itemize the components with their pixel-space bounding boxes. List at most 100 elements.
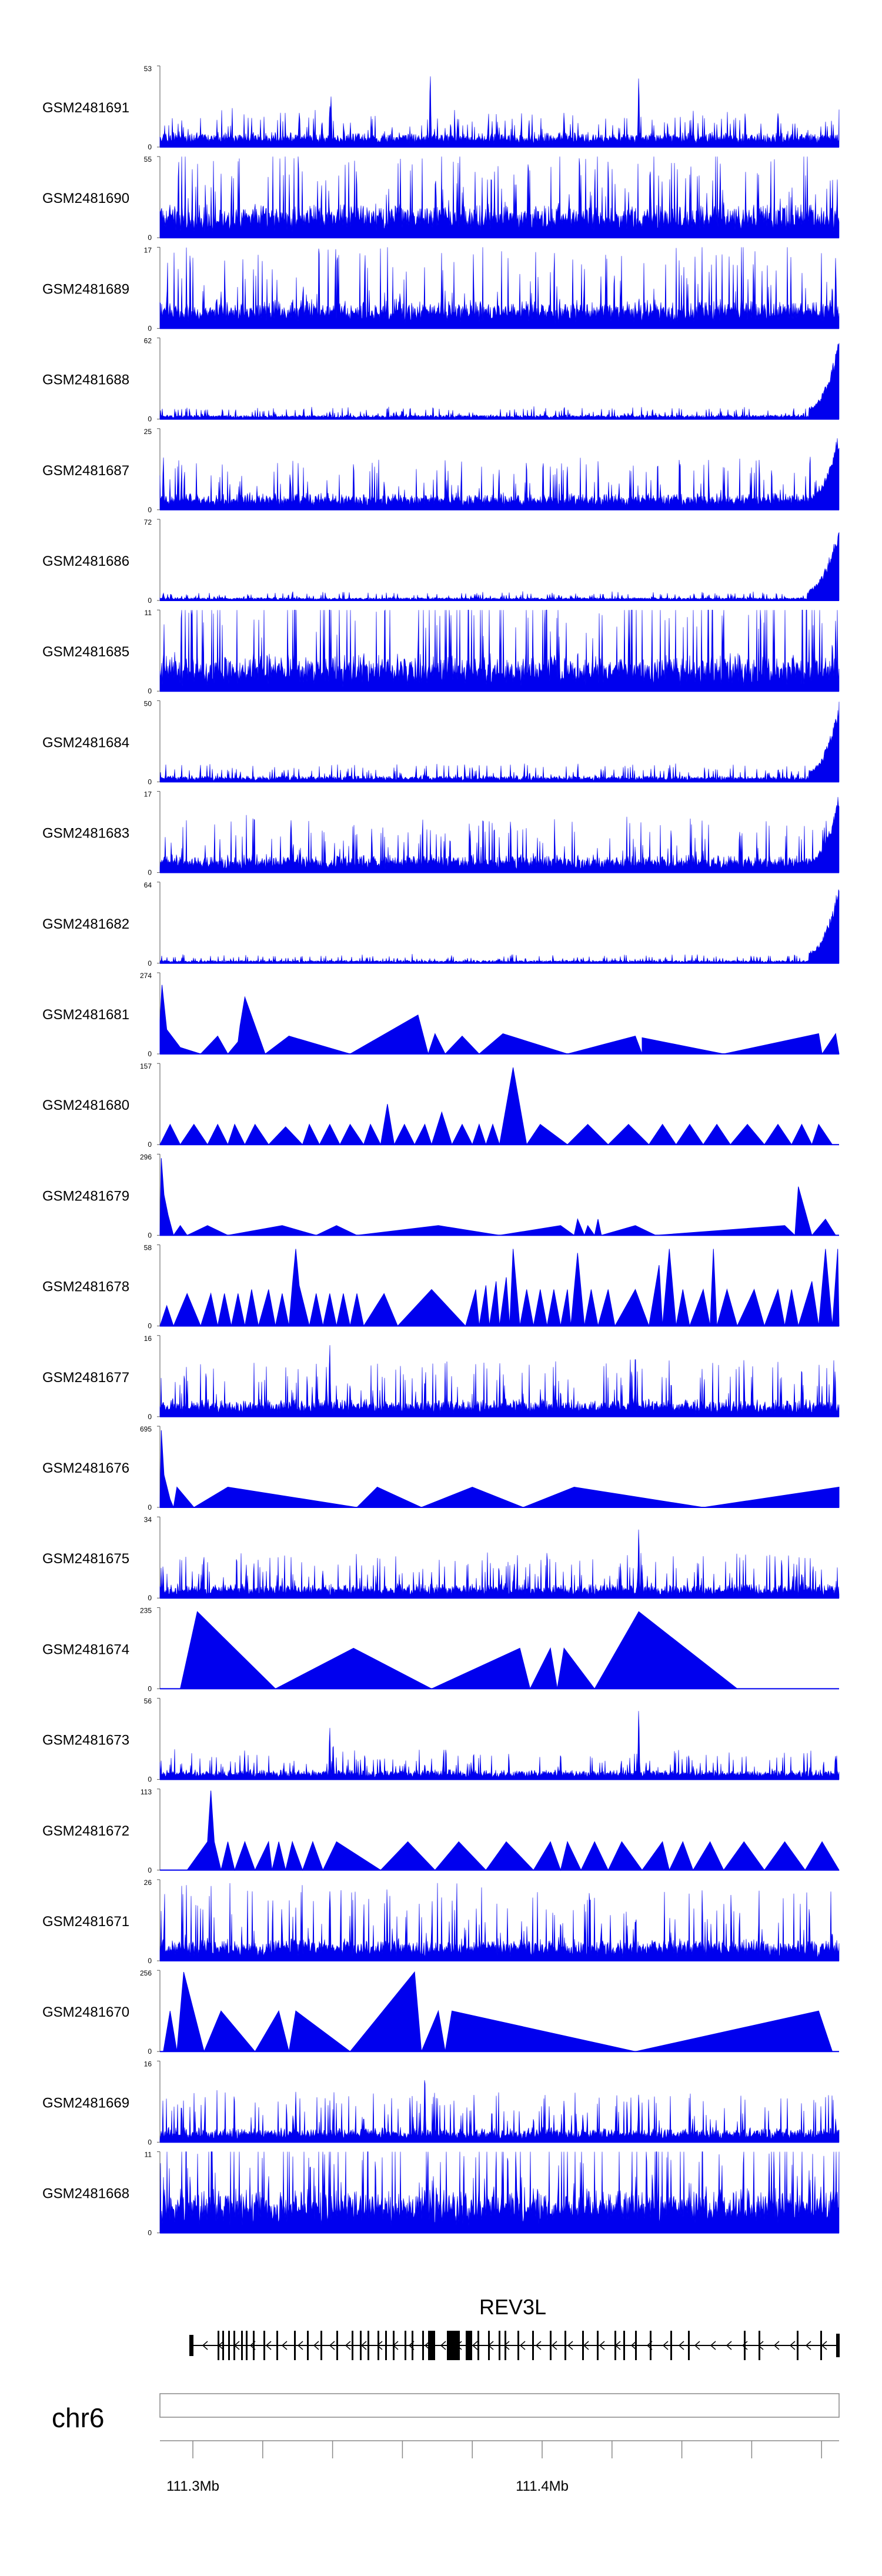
strand-arrow [678, 2341, 684, 2350]
y-min-label: 0 [148, 687, 152, 695]
signal-area [159, 76, 840, 148]
track-gsm2481675: GSM2481675 34 0 [42, 1516, 840, 1602]
exon [222, 2331, 224, 2360]
track-gsm2481677: GSM2481677 16 0 [42, 1334, 840, 1421]
track-label: GSM2481672 [42, 1823, 129, 1839]
strand-arrow [519, 2341, 526, 2350]
tick-label-111.4Mb: 111.4Mb [516, 2478, 569, 2494]
y-min-label: 0 [148, 1050, 152, 1058]
signal-area [159, 1067, 833, 1146]
strand-arrow [424, 2341, 430, 2350]
strand-arrow [408, 2341, 415, 2350]
signal-area [159, 156, 840, 238]
y-max-label: 296 [140, 1153, 152, 1161]
signal-area [159, 1883, 840, 1961]
exon [307, 2331, 309, 2360]
strand-arrow [630, 2341, 637, 2350]
y-min-label: 0 [148, 1957, 152, 1965]
gene-name-label: REV3L [479, 2295, 546, 2319]
track-gsm2481689: GSM2481689 17 0 [42, 246, 840, 332]
y-min-label: 0 [148, 1413, 152, 1421]
y-min-label: 0 [148, 1866, 152, 1874]
exon [582, 2331, 584, 2360]
track-label: GSM2481687 [42, 463, 129, 479]
strand-arrow [821, 2341, 827, 2350]
strand-arrow [710, 2341, 716, 2350]
y-min-label: 0 [148, 143, 152, 151]
strand-arrow [313, 2341, 319, 2350]
y-max-label: 50 [144, 699, 152, 708]
exon [744, 2331, 746, 2360]
y-max-label: 34 [144, 1516, 152, 1524]
y-max-label: 17 [144, 790, 152, 799]
exon [517, 2331, 519, 2360]
exon [623, 2331, 625, 2360]
y-max-label: 256 [140, 1969, 152, 1977]
track-label: GSM2481680 [42, 1097, 129, 1113]
track-label: GSM2481678 [42, 1279, 129, 1295]
y-min-label: 0 [148, 959, 152, 967]
strand-arrow [757, 2341, 764, 2350]
signal-area [159, 2080, 840, 2143]
y-max-label: 64 [144, 881, 152, 889]
y-min-label: 0 [148, 1503, 152, 1511]
exon [670, 2331, 672, 2360]
track-gsm2481685: GSM2481685 11 0 [42, 609, 840, 695]
strand-arrow [345, 2341, 351, 2350]
track-label: GSM2481670 [42, 2004, 129, 2020]
signal-area [159, 2151, 840, 2233]
track-label: GSM2481669 [42, 2095, 129, 2111]
y-max-label: 55 [144, 155, 152, 163]
signal-area [159, 1430, 840, 1509]
track-gsm2481668: GSM2481668 11 0 [42, 2151, 840, 2237]
signal-area [159, 1158, 837, 1236]
y-max-label: 16 [144, 1334, 152, 1343]
exon [635, 2331, 637, 2360]
track-gsm2481686: GSM2481686 72 0 [42, 518, 840, 605]
exon [360, 2331, 362, 2360]
track-gsm2481674: GSM2481674 235 0 [42, 1606, 839, 1693]
y-min-label: 0 [148, 1231, 152, 1239]
exon [385, 2331, 387, 2360]
exon [564, 2331, 566, 2360]
y-max-label: 11 [145, 609, 152, 617]
y-min-label: 0 [148, 2047, 152, 2056]
signal-area [186, 1790, 840, 1871]
exon [377, 2331, 379, 2360]
y-max-label: 11 [145, 2151, 152, 2159]
signal-tracks: GSM2481691530GSM2481690550GSM2481689170G… [42, 65, 840, 2237]
ideogram-band [159, 2393, 840, 2418]
y-max-label: 62 [144, 337, 152, 345]
genomic-coordinate-axis: 111.3Mb 111.4Mb [160, 2440, 839, 2494]
y-max-label: 56 [144, 1697, 152, 1706]
track-label: GSM2481690 [42, 191, 129, 206]
exon [820, 2331, 822, 2360]
strand-arrow [297, 2341, 303, 2350]
strand-arrow [487, 2341, 494, 2350]
y-max-label: 26 [144, 1878, 152, 1887]
strand-arrow [599, 2341, 605, 2350]
track-gsm2481670: GSM2481670 256 0 [42, 1969, 839, 2056]
track-gsm2481669: GSM2481669 16 0 [42, 2060, 840, 2146]
track-label: GSM2481691 [42, 100, 129, 116]
y-max-label: 25 [144, 428, 152, 436]
signal-area [159, 609, 840, 692]
track-gsm2481680: GSM2481680 157 0 [42, 1062, 839, 1149]
track-label: GSM2481675 [42, 1551, 129, 1567]
track-gsm2481676: GSM2481676 695 0 [42, 1425, 840, 1511]
y-min-label: 0 [148, 778, 152, 786]
track-gsm2481688: GSM2481688 62 0 [42, 337, 840, 423]
strand-arrows [202, 2341, 827, 2350]
signal-area [159, 247, 840, 329]
exon [241, 2331, 243, 2360]
track-label: GSM2481681 [42, 1007, 129, 1023]
signal-area [159, 438, 840, 510]
track-label: GSM2481685 [42, 644, 129, 660]
y-max-label: 53 [144, 65, 152, 73]
strand-arrow [265, 2341, 272, 2350]
strand-arrow [440, 2341, 446, 2350]
strand-arrow [694, 2341, 700, 2350]
exon [505, 2331, 506, 2360]
strand-arrow [503, 2341, 510, 2350]
axis-ticks [192, 2441, 822, 2458]
